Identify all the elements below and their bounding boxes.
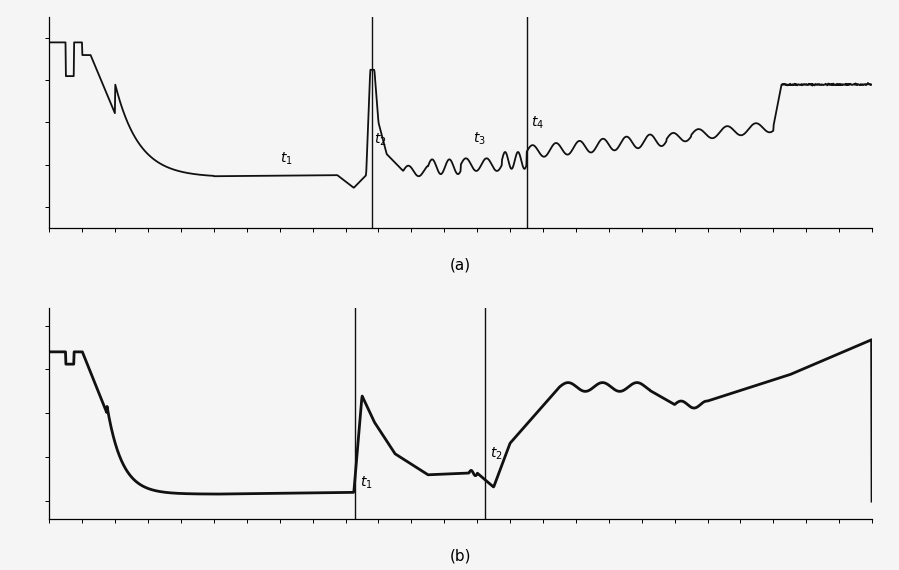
Text: $t_1$: $t_1$: [280, 150, 292, 167]
Text: (a): (a): [450, 258, 471, 272]
Text: $t_2$: $t_2$: [490, 445, 503, 462]
Text: (b): (b): [450, 548, 471, 563]
Text: $t_4$: $t_4$: [530, 115, 544, 131]
Text: $t_2$: $t_2$: [374, 132, 387, 148]
Text: $t_1$: $t_1$: [360, 475, 373, 491]
Text: $t_3$: $t_3$: [473, 131, 485, 147]
